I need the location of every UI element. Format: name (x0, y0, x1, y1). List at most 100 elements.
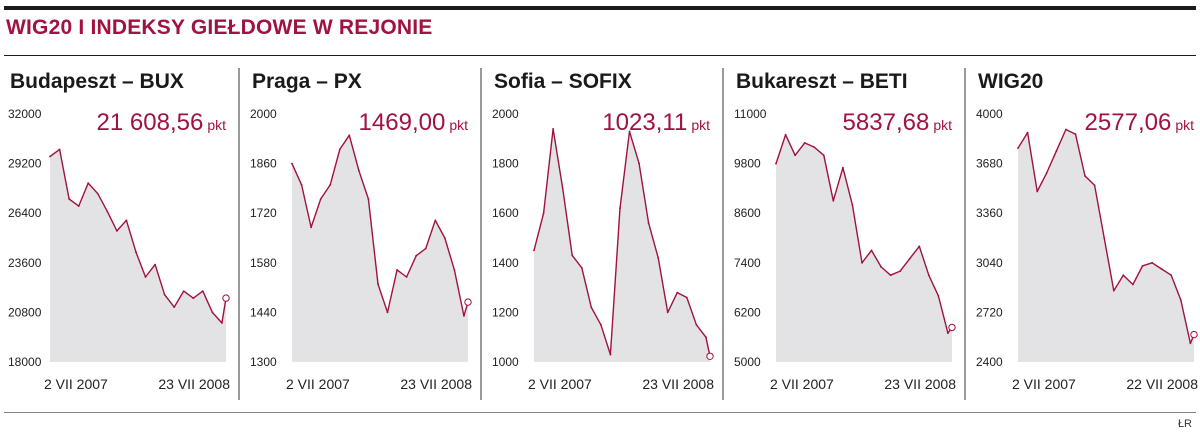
unit-label: pkt (207, 117, 226, 133)
source-credit: ŁR (1177, 418, 1192, 430)
data-point (192, 297, 195, 300)
x-tick-label: 22 VII 2008 (1126, 376, 1198, 392)
data-point (154, 263, 157, 266)
data-point (434, 219, 437, 222)
data-point (415, 254, 418, 257)
y-tick-label: 1800 (492, 157, 519, 171)
data-point (87, 182, 90, 184)
data-point (580, 266, 583, 269)
last-value-marker (706, 352, 714, 360)
data-point (367, 198, 370, 200)
y-tick-label: 32000 (8, 107, 42, 121)
y-tick-label: 3040 (976, 256, 1003, 270)
data-point (813, 146, 816, 148)
data-point (1036, 190, 1039, 193)
data-point (918, 245, 921, 248)
data-point (861, 261, 863, 264)
data-point (463, 315, 465, 317)
y-tick-label: 20800 (8, 305, 42, 319)
data-point (1151, 261, 1153, 264)
chart-title: Budapeszt – BUX (10, 70, 184, 93)
data-point (666, 311, 669, 314)
data-point (338, 148, 341, 151)
data-point (211, 311, 214, 314)
chart-title: Sofia – SOFIX (494, 70, 632, 93)
y-tick-label: 1860 (250, 157, 277, 171)
last-value-marker (222, 294, 230, 302)
data-point (1055, 150, 1058, 153)
data-point (377, 283, 379, 285)
data-point (647, 222, 650, 225)
y-tick-label: 1200 (492, 305, 519, 319)
data-point (784, 133, 787, 136)
data-point (1141, 265, 1144, 267)
last-value-number: 1469,00 (359, 109, 446, 136)
y-tick-label: 2000 (492, 107, 519, 121)
series-line (775, 134, 953, 334)
data-point (116, 230, 118, 232)
unit-label: pkt (449, 117, 468, 133)
data-point (619, 207, 621, 210)
y-tick-label: 26400 (8, 206, 42, 220)
data-point (1026, 131, 1029, 134)
data-point (1045, 172, 1048, 174)
data-point (405, 276, 408, 278)
data-point (803, 142, 806, 144)
y-tick-label: 29200 (8, 157, 42, 171)
panel-divider (964, 68, 966, 400)
data-point (775, 162, 777, 165)
data-point (319, 198, 322, 200)
data-point (609, 353, 612, 356)
data-point (144, 276, 147, 278)
data-point (221, 322, 223, 324)
data-point (571, 254, 574, 257)
last-value-number: 5837,68 (843, 109, 930, 136)
series-area (292, 135, 468, 362)
chart-svg: 11000 9800 8600 7400 6200 5000 2 VII 2007 23 VI… (734, 107, 956, 392)
x-tick-label: 2 VII 2007 (528, 376, 592, 392)
y-tick-label: 1580 (250, 256, 277, 270)
y-tick-label: 1000 (492, 355, 519, 369)
y-tick-label: 23600 (8, 256, 42, 270)
data-point (1112, 289, 1115, 292)
last-value-number: 1023,11 (602, 109, 687, 136)
series-line (1017, 128, 1195, 345)
bottom-rule (4, 412, 1196, 413)
y-tick-label: 1300 (250, 355, 277, 369)
chart-panel-sofix: Sofia – SOFIX 2000 1800 1600 1400 1200 1000 2 … (488, 62, 724, 404)
data-point (135, 251, 137, 254)
panel-divider (238, 68, 240, 400)
data-point (443, 237, 446, 239)
data-point (1160, 268, 1163, 270)
panel-divider (722, 68, 724, 400)
chart-panel-beti: Bukareszt – BETI 11000 9800 8600 7400 6200 50… (730, 62, 966, 404)
data-point (1170, 274, 1173, 277)
chart-svg: 2000 1860 1720 1580 1440 1300 2 VII 2007 23 VII… (250, 107, 472, 392)
data-point (908, 257, 911, 260)
last-value-label: 1469,00 pkt (359, 109, 469, 136)
y-tick-label: 2400 (976, 355, 1003, 369)
y-tick-label: 1720 (250, 206, 277, 220)
data-point (201, 290, 204, 292)
data-point (628, 130, 631, 133)
y-tick-label: 7400 (734, 256, 761, 270)
data-point (832, 199, 835, 202)
data-point (300, 184, 303, 186)
data-point (182, 290, 185, 292)
data-point (125, 219, 128, 222)
series-line (291, 134, 469, 317)
title-rule (4, 55, 1196, 56)
x-tick-label: 2 VII 2007 (1012, 376, 1076, 392)
chart-svg: 4000 3680 3360 3040 2720 2400 2 VII 2007 22 VII… (976, 107, 1198, 392)
series-area (1018, 129, 1194, 362)
x-tick-label: 23 VII 2008 (400, 376, 472, 392)
chart-title: Praga – PX (252, 70, 362, 93)
y-tick-label: 18000 (8, 355, 42, 369)
data-point (358, 169, 360, 172)
data-point (927, 274, 930, 277)
data-point (590, 306, 593, 309)
data-point (396, 269, 398, 271)
series-area (50, 149, 226, 362)
data-point (1189, 342, 1192, 345)
data-point (947, 332, 949, 334)
